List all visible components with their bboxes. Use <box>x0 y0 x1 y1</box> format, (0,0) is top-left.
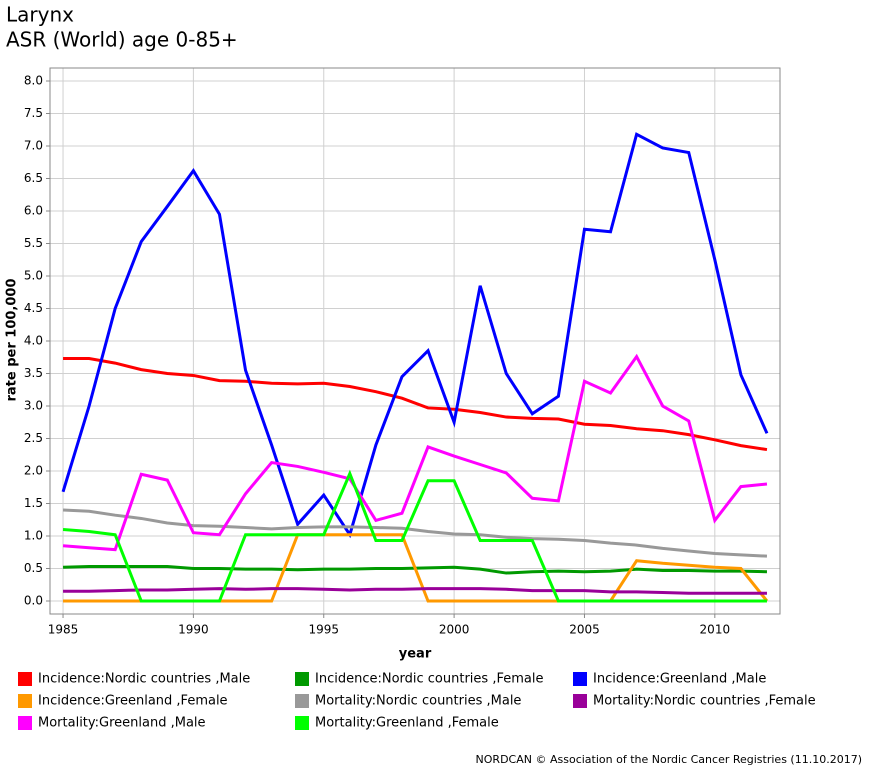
y-axis-label: rate per 100,000 <box>5 278 20 401</box>
plot-border <box>49 67 781 615</box>
y-tick-label: 3.5 <box>24 366 43 380</box>
series-line <box>61 132 769 539</box>
x-tick-label: 2010 <box>700 623 731 637</box>
x-tick-label: 2000 <box>439 623 470 637</box>
legend-swatch <box>295 716 309 730</box>
y-tick-label: 8.0 <box>24 74 43 88</box>
legend-swatch <box>18 716 32 730</box>
x-tick-label: 1990 <box>178 623 209 637</box>
legend-label: Incidence:Greenland ,Female <box>38 694 228 709</box>
y-tick-label: 1.0 <box>24 529 43 543</box>
x-axis-label: year <box>399 647 432 662</box>
legend-label: Mortality:Nordic countries ,Male <box>315 694 521 709</box>
legend-label: Mortality:Greenland ,Male <box>38 716 206 731</box>
legend-swatch <box>18 694 32 708</box>
legend-swatch <box>573 672 587 686</box>
y-tick-label: 0.5 <box>24 561 43 575</box>
legend-swatch <box>295 672 309 686</box>
legend-swatch <box>573 694 587 708</box>
legend-label: Mortality:Greenland ,Female <box>315 716 499 731</box>
series-line <box>62 353 768 552</box>
y-tick-label: 0.0 <box>24 594 43 608</box>
chart-subtitle: ASR (World) age 0-85+ <box>6 28 238 52</box>
x-tick-label: 2005 <box>569 623 600 637</box>
legend-label: Incidence:Greenland ,Male <box>593 672 766 687</box>
y-tick-label: 2.0 <box>24 464 43 478</box>
series-line <box>63 357 768 452</box>
series-line <box>62 508 768 558</box>
y-tick-label: 6.5 <box>24 171 43 185</box>
y-tick-label: 4.5 <box>24 301 43 315</box>
y-tick-label: 6.0 <box>24 204 43 218</box>
x-tick-label: 1995 <box>308 623 339 637</box>
legend-swatch <box>295 694 309 708</box>
series-line <box>63 587 767 595</box>
legend-label: Incidence:Nordic countries ,Male <box>38 672 250 687</box>
legend-label: Incidence:Nordic countries ,Female <box>315 672 543 687</box>
chart-title: Larynx <box>6 3 74 27</box>
y-tick-label: 2.5 <box>24 431 43 445</box>
y-tick-label: 7.0 <box>24 139 43 153</box>
series-line <box>62 469 767 603</box>
footer: NORDCAN © Association of the Nordic Canc… <box>476 753 862 766</box>
y-tick-label: 3.0 <box>24 399 43 413</box>
legend-label: Mortality:Nordic countries ,Female <box>593 694 816 709</box>
y-tick-label: 4.0 <box>24 334 43 348</box>
legend-swatch <box>18 672 32 686</box>
y-tick-label: 5.0 <box>24 269 43 283</box>
y-tick-label: 5.5 <box>24 236 43 250</box>
x-tick-label: 1985 <box>48 623 79 637</box>
y-tick-label: 7.5 <box>24 106 43 120</box>
y-tick-label: 1.5 <box>24 496 43 510</box>
